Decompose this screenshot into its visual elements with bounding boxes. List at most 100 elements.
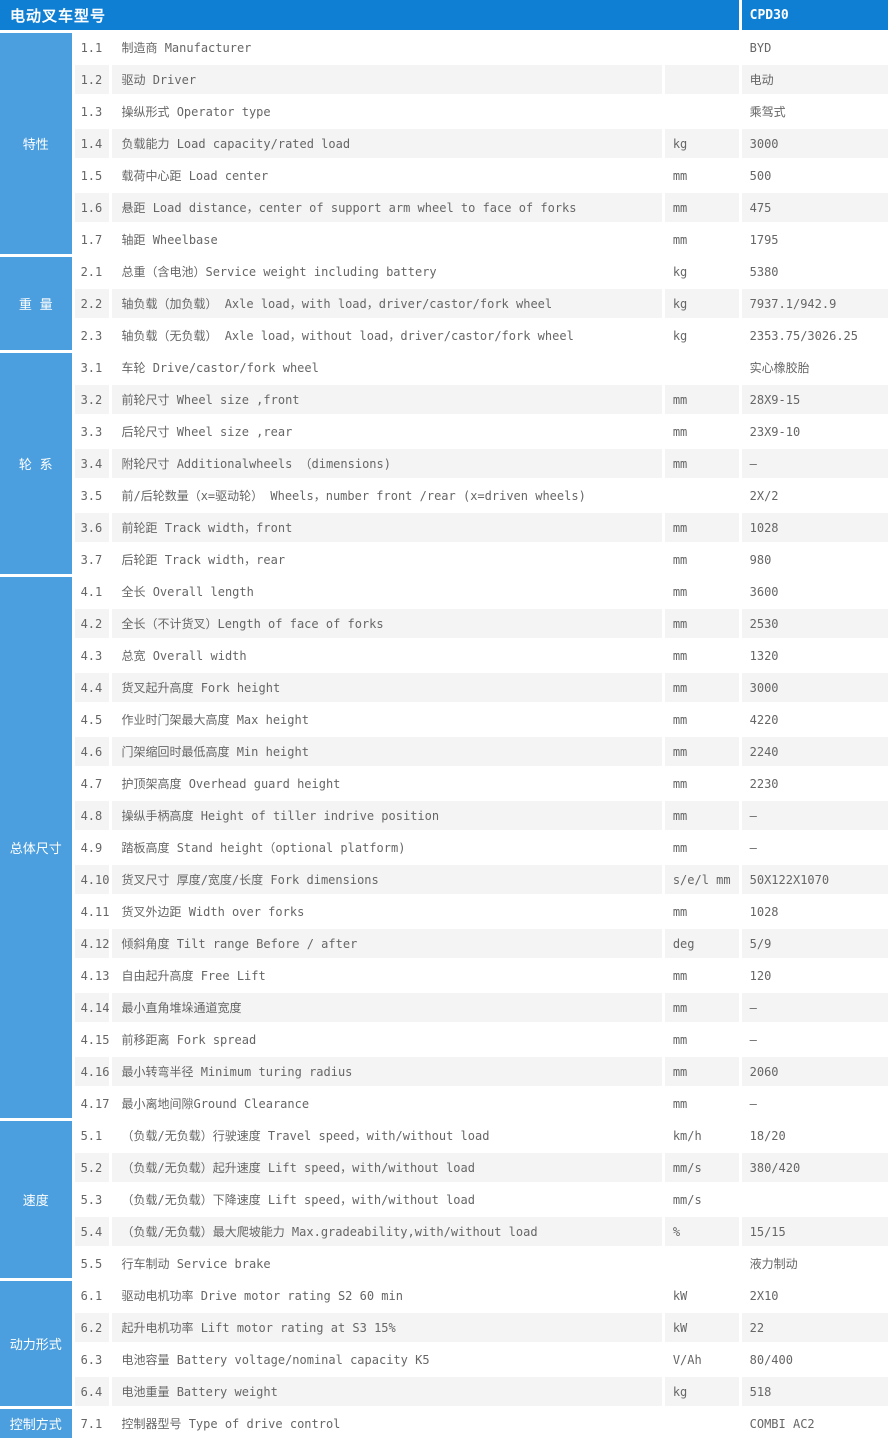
row-value: BYD	[741, 33, 888, 62]
table-header-row: 电动叉车型号 CPD30	[0, 0, 888, 30]
row-unit: mm	[664, 577, 739, 606]
row-description: 行车制动 Service brake	[112, 1249, 662, 1278]
sidebar-category: 特性	[0, 33, 72, 254]
sidebar-category: 重 量	[0, 257, 72, 350]
row-unit: mm	[664, 769, 739, 798]
table-row: 1.6 悬距 Load distance，center of support a…	[0, 193, 888, 222]
table-row: 1.5 载荷中心距 Load center mm 500	[0, 161, 888, 190]
row-unit: kg	[664, 129, 739, 158]
row-number: 4.15	[74, 1025, 110, 1054]
row-description: 载荷中心距 Load center	[112, 161, 662, 190]
row-value: 18/20	[741, 1121, 888, 1150]
row-number: 6.1	[74, 1281, 110, 1310]
row-number: 1.4	[74, 129, 110, 158]
row-description: 倾斜角度 Tilt range Before / after	[112, 929, 662, 958]
row-unit	[664, 97, 739, 126]
table-row: 6.3 电池容量 Battery voltage/nominal capacit…	[0, 1345, 888, 1374]
row-value: 2230	[741, 769, 888, 798]
row-description: 轴距 Wheelbase	[112, 225, 662, 254]
table-row: 3.5 前/后轮数量（x=驱动轮） Wheels，number front /r…	[0, 481, 888, 510]
table-row: 5.2 （负载/无负载）起升速度 Lift speed，with/without…	[0, 1153, 888, 1182]
row-value: 2060	[741, 1057, 888, 1086]
table-row: 2.3 轴负载（无负载） Axle load，without load，driv…	[0, 321, 888, 350]
row-number: 3.3	[74, 417, 110, 446]
row-value: 5/9	[741, 929, 888, 958]
row-unit: mm	[664, 161, 739, 190]
row-value: 1795	[741, 225, 888, 254]
table-row: 5.5 行车制动 Service brake 液力制动	[0, 1249, 888, 1278]
row-unit: mm	[664, 1025, 739, 1054]
row-number: 1.5	[74, 161, 110, 190]
row-unit: mm	[664, 609, 739, 638]
model-header: CPD30	[741, 0, 888, 30]
row-value: 500	[741, 161, 888, 190]
row-value: 2353.75/3026.25	[741, 321, 888, 350]
row-description: 最小直角堆垛通道宽度	[112, 993, 662, 1022]
row-unit: mm/s	[664, 1153, 739, 1182]
row-description: 控制器型号 Type of drive control	[112, 1409, 662, 1438]
table-row: 速度 5.1 （负载/无负载）行驶速度 Travel speed，with/wit…	[0, 1121, 888, 1278]
row-number: 3.5	[74, 481, 110, 510]
row-description: 驱动 Driver	[112, 65, 662, 94]
row-number: 4.4	[74, 673, 110, 702]
sidebar-category: 动力形式	[0, 1281, 72, 1406]
table-row: 4.4 货叉起升高度 Fork height mm 3000	[0, 673, 888, 702]
row-value: 22	[741, 1313, 888, 1342]
row-description: 轴负载（无负载） Axle load，without load，driver/c…	[112, 321, 662, 350]
row-unit: mm	[664, 897, 739, 926]
row-description: 后轮距 Track width，rear	[112, 545, 662, 574]
table-row: 4.7 护顶架高度 Overhead guard height mm 2230	[0, 769, 888, 798]
row-description: 驱动电机功率 Drive motor rating S2 60 min	[112, 1281, 662, 1310]
row-description: 货叉外边距 Width over forks	[112, 897, 662, 926]
row-description: 附轮尺寸 Additionalwheels （dimensions)	[112, 449, 662, 478]
table-row: 4.2 全长（不计货叉）Length of face of forks mm 2…	[0, 609, 888, 638]
row-value: —	[741, 1089, 888, 1118]
row-description: （负载/无负载）下降速度 Lift speed，with/without loa…	[112, 1185, 662, 1214]
row-value: 2X10	[741, 1281, 888, 1310]
row-number: 4.9	[74, 833, 110, 862]
table-row: 1.4 负载能力 Load capacity/rated load kg 300…	[0, 129, 888, 158]
row-unit: mm	[664, 993, 739, 1022]
table-row: 特性 1.1 制造商 Manufacturer BYD	[0, 33, 888, 254]
row-value: 3600	[741, 577, 888, 606]
row-number: 4.13	[74, 961, 110, 990]
row-value: 乘驾式	[741, 97, 888, 126]
sidebar-category: 总体尺寸	[0, 577, 72, 1118]
row-description: 货叉起升高度 Fork height	[112, 673, 662, 702]
row-value: 5380	[741, 257, 888, 286]
row-number: 5.2	[74, 1153, 110, 1182]
row-unit: mm	[664, 961, 739, 990]
row-description: 操纵手柄高度 Height of tiller indrive position	[112, 801, 662, 830]
row-value: 1320	[741, 641, 888, 670]
row-number: 5.4	[74, 1217, 110, 1246]
row-number: 2.3	[74, 321, 110, 350]
row-unit: mm	[664, 193, 739, 222]
table-row: 6.4 电池重量 Battery weight kg 518	[0, 1377, 888, 1406]
row-description: 起升电机功率 Lift motor rating at S3 15%	[112, 1313, 662, 1342]
row-value: 3000	[741, 129, 888, 158]
row-value: 380/420	[741, 1153, 888, 1182]
table-row: 4.10 货叉尺寸 厚度/宽度/长度 Fork dimensions s/e/l…	[0, 865, 888, 894]
row-number: 6.4	[74, 1377, 110, 1406]
row-number: 4.3	[74, 641, 110, 670]
row-description: （负载/无负载）最大爬坡能力 Max.gradeability,with/wit…	[112, 1217, 662, 1246]
row-description: 前/后轮数量（x=驱动轮） Wheels，number front /rear …	[112, 481, 662, 510]
row-unit: mm	[664, 1089, 739, 1118]
row-number: 2.2	[74, 289, 110, 318]
table-row: 4.16 最小转弯半径 Minimum turing radius mm 206…	[0, 1057, 888, 1086]
table-row: 4.17 最小离地间隙Ground Clearance mm —	[0, 1089, 888, 1118]
row-number: 1.1	[74, 33, 110, 62]
row-unit	[664, 353, 739, 382]
row-unit: mm	[664, 225, 739, 254]
row-number: 6.2	[74, 1313, 110, 1342]
row-unit	[664, 65, 739, 94]
row-unit: kW	[664, 1281, 739, 1310]
table-row: 4.14 最小直角堆垛通道宽度 mm —	[0, 993, 888, 1022]
row-unit: mm	[664, 385, 739, 414]
row-unit	[664, 481, 739, 510]
row-description: 电池容量 Battery voltage/nominal capacity K5	[112, 1345, 662, 1374]
row-description: 前轮距 Track width，front	[112, 513, 662, 542]
row-unit: mm	[664, 545, 739, 574]
row-number: 5.1	[74, 1121, 110, 1150]
row-value: 980	[741, 545, 888, 574]
